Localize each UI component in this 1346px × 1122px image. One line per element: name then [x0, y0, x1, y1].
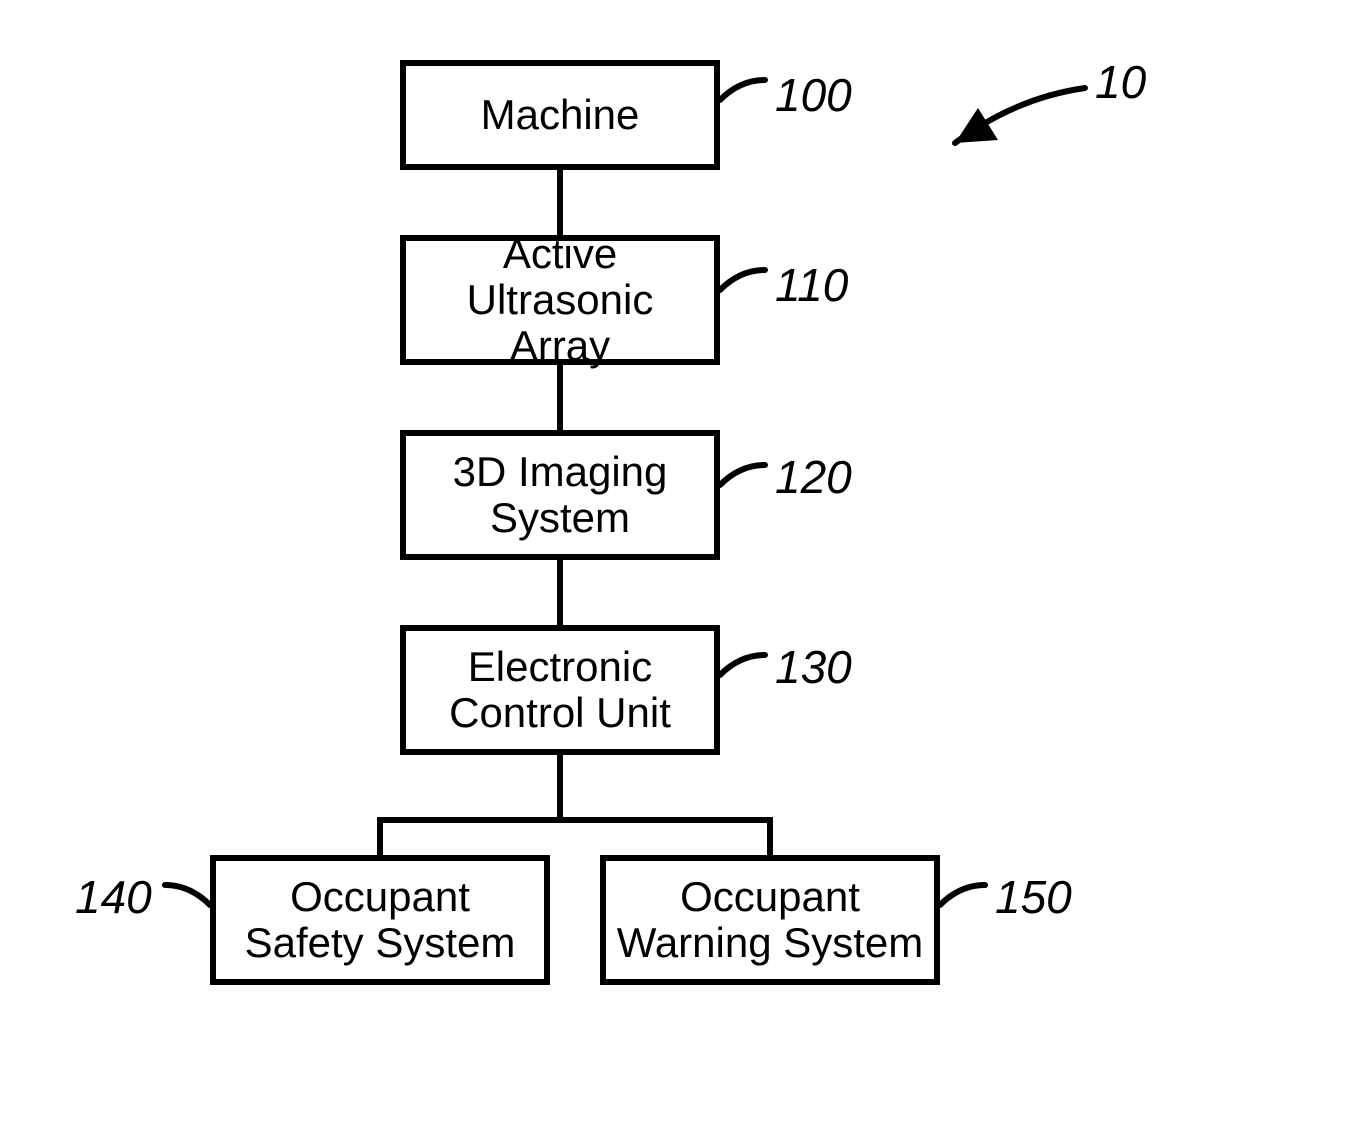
ref-100: 100 — [775, 68, 852, 122]
node-occupant-safety: OccupantSafety System — [210, 855, 550, 985]
node-label: OccupantSafety System — [245, 874, 516, 966]
ref-label: 130 — [775, 641, 852, 693]
ref-10: 10 — [1095, 55, 1146, 109]
node-label: Active UltrasonicArray — [406, 231, 714, 370]
node-label: Machine — [481, 92, 640, 138]
node-electronic-control: ElectronicControl Unit — [400, 625, 720, 755]
ref-label: 100 — [775, 69, 852, 121]
ref-label: 10 — [1095, 56, 1146, 108]
ref-label: 110 — [775, 259, 848, 311]
node-label: ElectronicControl Unit — [449, 644, 671, 736]
ref-150: 150 — [995, 870, 1072, 924]
node-ultrasonic-array: Active UltrasonicArray — [400, 235, 720, 365]
diagram-stage: Machine Active UltrasonicArray 3D Imagin… — [0, 0, 1346, 1122]
ref-label: 120 — [775, 451, 852, 503]
ref-label: 140 — [75, 871, 152, 923]
node-3d-imaging-system: 3D ImagingSystem — [400, 430, 720, 560]
ref-110: 110 — [775, 258, 848, 312]
ref-130: 130 — [775, 640, 852, 694]
node-machine: Machine — [400, 60, 720, 170]
node-label: 3D ImagingSystem — [453, 449, 668, 541]
node-occupant-warning: OccupantWarning System — [600, 855, 940, 985]
node-label: OccupantWarning System — [617, 874, 924, 966]
ref-120: 120 — [775, 450, 852, 504]
ref-140: 140 — [75, 870, 152, 924]
ref-label: 150 — [995, 871, 1072, 923]
